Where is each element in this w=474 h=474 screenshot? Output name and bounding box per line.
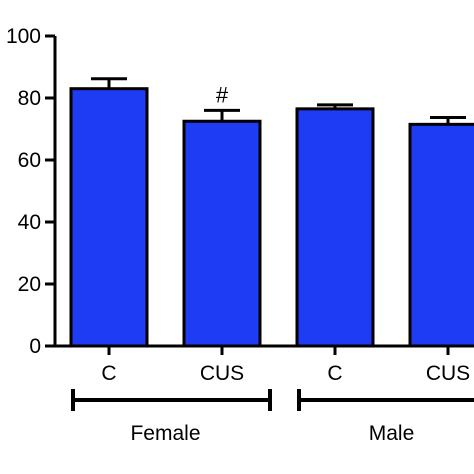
bar bbox=[182, 119, 262, 348]
bar bbox=[295, 107, 375, 348]
y-tick-label: 20 bbox=[18, 273, 41, 296]
y-tick-label: 100 bbox=[6, 25, 41, 48]
group-label: Male bbox=[369, 422, 415, 445]
group-label: Female bbox=[130, 422, 200, 445]
x-category-label: CUS bbox=[200, 362, 244, 385]
significance-marker: # bbox=[216, 82, 229, 107]
bar bbox=[408, 122, 474, 348]
y-tick-label: 60 bbox=[18, 149, 41, 172]
y-tick-label: 0 bbox=[29, 335, 41, 358]
x-category-label: C bbox=[101, 362, 116, 385]
bar bbox=[69, 87, 149, 348]
y-tick-label: 80 bbox=[18, 87, 41, 110]
y-tick-label: 40 bbox=[18, 211, 41, 234]
chart-labels: C CUS C CUS # Female Male bbox=[71, 82, 474, 445]
x-category-label: CUS bbox=[426, 362, 470, 385]
chart-bars bbox=[69, 77, 474, 348]
x-category-label: C bbox=[327, 362, 342, 385]
chart-axes: 0 20 40 60 80 100 bbox=[6, 25, 474, 358]
